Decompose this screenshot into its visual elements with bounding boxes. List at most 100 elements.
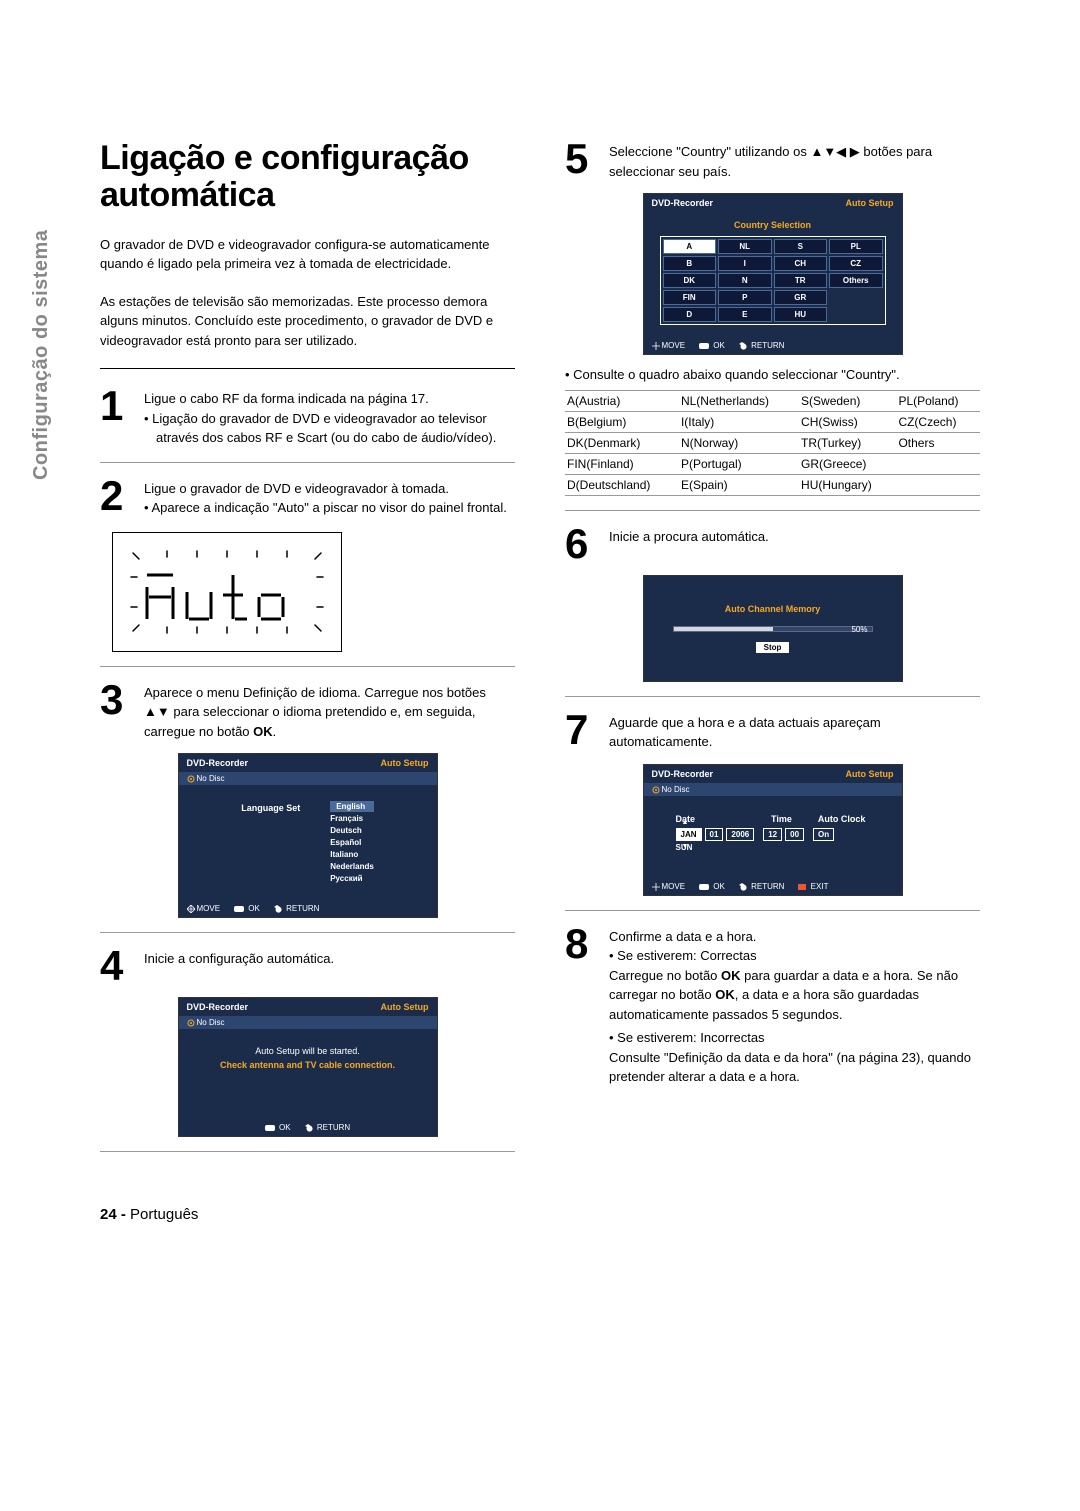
country-option[interactable]: P	[718, 290, 772, 305]
table-cell: B(Belgium)	[565, 412, 679, 433]
ok-label: OK	[253, 724, 273, 739]
osd-mode: Auto Setup	[381, 1002, 429, 1012]
osd-language-list: English Français Deutsch Español Italian…	[330, 801, 374, 884]
table-cell: P(Portugal)	[679, 454, 799, 475]
table-cell: NL(Netherlands)	[679, 391, 799, 412]
divider	[100, 462, 515, 463]
osd-country-grid: A NL S PL B I CH CZ DK N TR Others FIN P…	[660, 236, 886, 325]
divider	[565, 910, 980, 911]
country-option[interactable]: Others	[829, 273, 883, 288]
table-cell	[896, 475, 980, 496]
osd-language-title: Language Set	[241, 801, 300, 813]
country-option[interactable]: DK	[663, 273, 717, 288]
step-number: 1	[100, 387, 132, 448]
lang-option[interactable]: Deutsch	[330, 825, 374, 836]
country-option[interactable]: NL	[718, 239, 772, 254]
country-option[interactable]: B	[663, 256, 717, 271]
step-3-text-suffix: para seleccionar o idioma pretendido e, …	[144, 704, 475, 739]
date-field[interactable]: 01	[705, 828, 724, 841]
table-cell: GR(Greece)	[799, 454, 896, 475]
country-option[interactable]: S	[774, 239, 828, 254]
step-number: 3	[100, 681, 132, 742]
osd-stop-button[interactable]: Stop	[756, 642, 790, 653]
osd-mode: Auto Setup	[846, 198, 894, 208]
osd-time-label: Time	[771, 814, 792, 824]
lang-option[interactable]: Русский	[330, 873, 374, 884]
osd-language-screen: DVD-Recorder Auto Setup No Disc Language…	[178, 753, 438, 918]
osd-ok: OK	[234, 904, 260, 913]
table-cell: TR(Turkey)	[799, 433, 896, 454]
date-field[interactable]: 2006	[726, 828, 754, 841]
osd-brand: DVD-Recorder	[652, 198, 714, 208]
country-option[interactable]: HU	[774, 307, 828, 322]
step-number: 5	[565, 140, 597, 181]
lang-option[interactable]: Nederlands	[330, 861, 374, 872]
country-option[interactable]: TR	[774, 273, 828, 288]
country-option[interactable]: FIN	[663, 290, 717, 305]
country-option[interactable]: N	[718, 273, 772, 288]
osd-autosetup-screen: DVD-Recorder Auto Setup No Disc Auto Set…	[178, 997, 438, 1137]
osd-country-title: Country Selection	[660, 220, 886, 230]
osd-mode: Auto Setup	[381, 758, 429, 768]
step-3-text-prefix: Aparece o menu Definição de idioma. Carr…	[144, 685, 486, 700]
divider	[565, 696, 980, 697]
table-cell	[896, 454, 980, 475]
up-down-icon: ▲▼	[144, 704, 170, 719]
osd-return: RETURN	[274, 904, 320, 913]
country-mapping-table: A(Austria)NL(Netherlands)S(Sweden)PL(Pol…	[565, 390, 980, 496]
osd-return: RETURN	[739, 882, 785, 891]
lang-option[interactable]: Français	[330, 813, 374, 824]
lang-option[interactable]: Español	[330, 837, 374, 848]
country-option[interactable]: D	[663, 307, 717, 322]
country-option[interactable]: E	[718, 307, 772, 322]
step-5-prefix: Seleccione "Country" utilizando os	[609, 144, 810, 159]
step-number: 6	[565, 525, 597, 563]
ok-icon	[699, 884, 709, 890]
step-5: 5 Seleccione "Country" utilizando os ▲▼◀…	[565, 140, 980, 181]
ok-icon	[234, 906, 244, 912]
step-4-text: Inicie a configuração automática.	[144, 951, 334, 966]
table-cell: S(Sweden)	[799, 391, 896, 412]
table-cell: D(Deutschland)	[565, 475, 679, 496]
osd-ok: OK	[265, 1123, 291, 1132]
step-8: 8 Confirme a data e a hora. Se estiverem…	[565, 925, 980, 1087]
table-cell: HU(Hungary)	[799, 475, 896, 496]
country-option[interactable]: CH	[774, 256, 828, 271]
date-field[interactable]: 00	[785, 828, 804, 841]
country-option[interactable]: GR	[774, 290, 828, 305]
osd-clock-screen: DVD-Recorder Auto Setup No Disc Date Tim…	[643, 764, 903, 896]
divider	[100, 368, 515, 369]
step-3: 3 Aparece o menu Definição de idioma. Ca…	[100, 681, 515, 742]
lang-option[interactable]: English	[330, 801, 374, 812]
osd-brand: DVD-Recorder	[652, 769, 714, 779]
step-1: 1 Ligue o cabo RF da forma indicada na p…	[100, 387, 515, 448]
country-option[interactable]: CZ	[829, 256, 883, 271]
osd-nodisc: No Disc	[179, 1016, 437, 1029]
osd-return: RETURN	[305, 1123, 351, 1132]
date-field[interactable]: 12	[763, 828, 782, 841]
osd-progress-bar: 50%	[673, 626, 873, 632]
step-number: 4	[100, 947, 132, 985]
intro-paragraph-1: O gravador de DVD e videogravador config…	[100, 235, 515, 274]
osd-move: MOVE	[652, 341, 686, 350]
date-field[interactable]: On	[813, 828, 834, 841]
return-icon	[739, 342, 747, 350]
divider	[100, 1151, 515, 1152]
country-option[interactable]: PL	[829, 239, 883, 254]
osd-brand: DVD-Recorder	[187, 758, 249, 768]
table-cell: PL(Poland)	[896, 391, 980, 412]
osd-mode: Auto Setup	[846, 769, 894, 779]
osd-country-screen: DVD-Recorder Auto Setup Country Selectio…	[643, 193, 903, 355]
lang-option[interactable]: Italiano	[330, 849, 374, 860]
disc-icon	[187, 775, 195, 783]
osd-day: SUN	[676, 843, 888, 852]
step-number: 7	[565, 711, 597, 752]
up-arrow-icon: ▲	[682, 819, 689, 826]
date-field[interactable]: JAN	[676, 828, 702, 841]
osd-return: RETURN	[739, 341, 785, 350]
country-option[interactable]: I	[718, 256, 772, 271]
step-5-note: Consulte o quadro abaixo quando seleccio…	[565, 367, 980, 382]
step-7: 7 Aguarde que a hora e a data actuais ap…	[565, 711, 980, 752]
osd-exit: EXIT	[798, 882, 828, 891]
country-option[interactable]: A	[663, 239, 717, 254]
